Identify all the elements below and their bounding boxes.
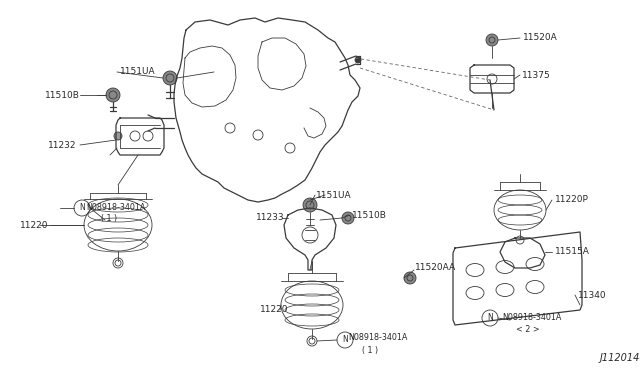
Text: 11510B: 11510B <box>45 90 80 99</box>
Text: N: N <box>342 336 348 344</box>
Text: 11340: 11340 <box>578 291 607 299</box>
Text: ( 1 ): ( 1 ) <box>101 214 117 222</box>
Text: 1151UA: 1151UA <box>120 67 156 77</box>
Text: 11232: 11232 <box>48 141 77 150</box>
Text: 11233: 11233 <box>256 214 285 222</box>
Text: J1120140: J1120140 <box>600 353 640 363</box>
Text: 1151UA: 1151UA <box>316 190 351 199</box>
Circle shape <box>404 272 416 284</box>
Circle shape <box>355 57 361 63</box>
Text: 11520A: 11520A <box>523 33 557 42</box>
Text: 11515A: 11515A <box>555 247 590 257</box>
Circle shape <box>342 212 354 224</box>
Text: N: N <box>487 314 493 323</box>
Text: 11375: 11375 <box>522 71 551 80</box>
Text: < 2 >: < 2 > <box>516 326 540 334</box>
Text: 11520AA: 11520AA <box>415 263 456 273</box>
Text: N08918-3401A: N08918-3401A <box>502 314 561 323</box>
Circle shape <box>303 198 317 212</box>
Text: ( 1 ): ( 1 ) <box>362 346 378 355</box>
Text: 11220: 11220 <box>260 305 289 314</box>
Text: 11510B: 11510B <box>352 211 387 219</box>
Circle shape <box>486 34 498 46</box>
Text: 11220: 11220 <box>20 221 49 230</box>
Text: N08918-3401A: N08918-3401A <box>348 334 408 343</box>
Circle shape <box>114 132 122 140</box>
Circle shape <box>106 88 120 102</box>
Text: N: N <box>79 203 85 212</box>
Text: 11220P: 11220P <box>555 196 589 205</box>
Circle shape <box>163 71 177 85</box>
Text: N08918-3401A: N08918-3401A <box>86 202 145 212</box>
